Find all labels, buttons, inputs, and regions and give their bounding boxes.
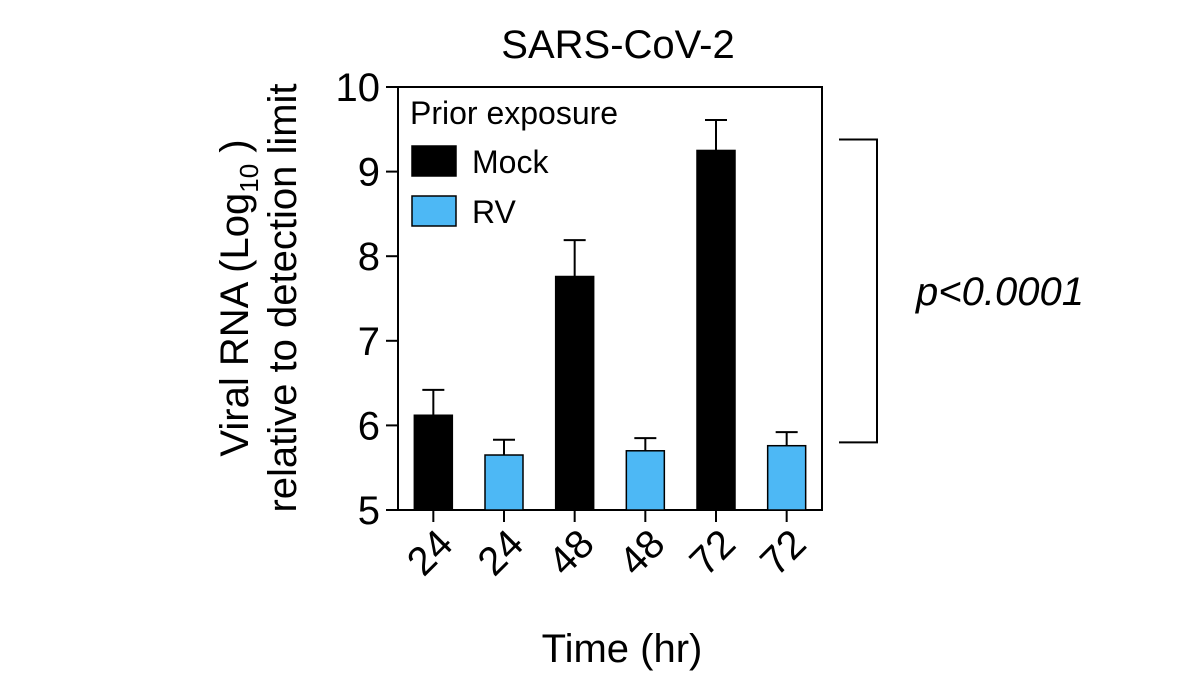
p-value-annotation: p<0.0001 <box>915 270 1084 314</box>
x-tick-label: 48 <box>540 522 603 585</box>
x-tick-label: 72 <box>752 522 815 585</box>
y-axis-label-suffix: ) <box>213 139 257 163</box>
y-tick-label: 10 <box>336 66 381 110</box>
significance-bracket <box>839 138 878 444</box>
bar <box>484 454 524 511</box>
bar <box>696 149 736 511</box>
x-tick-label: 48 <box>611 522 674 585</box>
legend-label-mock: Mock <box>472 144 549 180</box>
chart-title: SARS-CoV-2 <box>501 23 734 67</box>
y-tick-label: 9 <box>358 151 380 195</box>
bar <box>554 275 595 511</box>
y-tick-label: 8 <box>358 235 380 279</box>
x-tick-label: 72 <box>682 522 745 585</box>
x-tick-label: 24 <box>470 522 533 585</box>
bar <box>413 414 454 511</box>
legend-label-rv: RV <box>472 194 517 230</box>
y-axis-label: Viral RNA (Log10 ) relative to detection… <box>213 83 305 512</box>
x-tick-label: 24 <box>399 522 462 585</box>
svg-text:Viral RNA (Log10 ): Viral RNA (Log10 ) <box>213 139 264 456</box>
bar <box>766 444 807 511</box>
y-tick-label: 7 <box>358 320 380 364</box>
legend-swatch-mock <box>411 145 457 177</box>
y-tick-label: 5 <box>358 489 380 533</box>
x-axis-label: Time (hr) <box>542 627 703 671</box>
plot-frame <box>397 86 823 511</box>
legend-swatch-rv <box>411 195 457 227</box>
legend-title: Prior exposure <box>410 95 618 131</box>
y-axis-label-prefix: Viral RNA (Log <box>213 193 257 457</box>
y-tick-label: 6 <box>358 404 380 448</box>
bar <box>625 450 666 511</box>
y-axis-label-subscript: 10 <box>234 164 264 193</box>
y-axis-label-line2: relative to detection limit <box>261 83 305 512</box>
legend: Prior exposure Mock RV <box>410 95 618 230</box>
